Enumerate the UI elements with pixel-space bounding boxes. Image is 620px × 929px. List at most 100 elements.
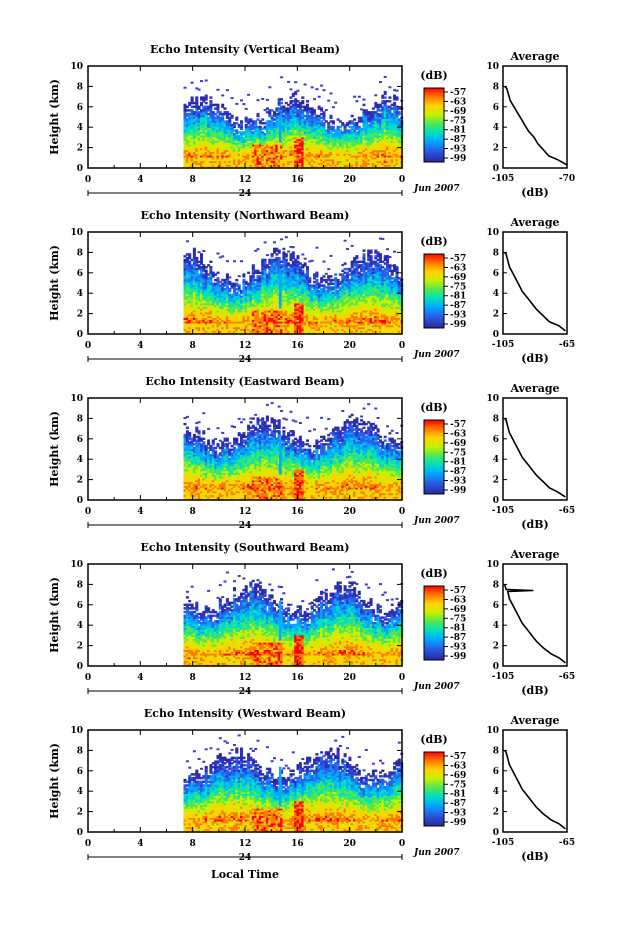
y-tick-label: 0	[77, 828, 83, 838]
profile-frame	[502, 231, 568, 335]
y-axis-label: Height (km)	[48, 411, 61, 487]
colorbar	[423, 751, 445, 827]
profile-y-tick-label: 2	[493, 642, 499, 652]
profile-line	[503, 749, 566, 830]
x-tick-label: 4	[137, 673, 143, 683]
colorbar-tick-label: -81	[450, 126, 466, 136]
colorbar-tick-label: -63	[450, 595, 466, 605]
x-tick-label: 4	[137, 507, 143, 517]
y-tick-label: 0	[77, 496, 83, 506]
x-tick-label: 0	[85, 341, 91, 351]
colorbar-tick-label: -87	[450, 467, 466, 477]
streak	[279, 114, 282, 143]
y-tick-label: 0	[77, 330, 83, 340]
x-tick-label: 4	[137, 175, 143, 185]
y-axis-label: Height (km)	[48, 577, 61, 653]
panel-3: Echo Intensity (Eastward Beam)0246810Hei…	[48, 375, 575, 531]
profile-y-tick-label: 6	[493, 767, 499, 777]
panel-2: Echo Intensity (Northward Beam)0246810He…	[48, 209, 575, 365]
colorbar-tick-label: -63	[450, 97, 466, 107]
colorbar-unit: (dB)	[420, 567, 447, 580]
y-tick-label: 4	[77, 787, 83, 797]
y-tick-label: 8	[77, 82, 83, 92]
heatmap-cells	[183, 402, 404, 501]
panel-title: Echo Intensity (Westward Beam)	[144, 707, 346, 720]
profile-y-tick-label: 0	[493, 662, 499, 672]
x-tick-label: 20	[343, 341, 356, 351]
y-tick-label: 6	[77, 103, 83, 113]
x-tick-label: 0	[85, 839, 91, 849]
profile-y-tick-label: 6	[493, 269, 499, 279]
colorbar-tick-label: -69	[450, 107, 466, 117]
x-tick-label: 12	[239, 507, 252, 517]
panel-title: Echo Intensity (Northward Beam)	[141, 209, 350, 222]
x-tick-label: 16	[291, 839, 304, 849]
panel-title: Echo Intensity (Eastward Beam)	[145, 375, 344, 388]
x-tick-label: 4	[137, 839, 143, 849]
date-day-label: 24	[239, 189, 252, 199]
x-tick-label: 0	[85, 175, 91, 185]
y-tick-label: 2	[77, 144, 83, 154]
colorbar-tick-label: -75	[450, 614, 466, 624]
x-tick-label: 12	[239, 673, 252, 683]
profile-y-tick-label: 2	[493, 808, 499, 818]
x-tick-label: 16	[291, 175, 304, 185]
panel-title: Echo Intensity (Vertical Beam)	[150, 43, 340, 56]
y-axis-label: Height (km)	[48, 245, 61, 321]
colorbar-tick-label: -75	[450, 282, 466, 292]
y-tick-label: 4	[77, 455, 83, 465]
colorbar-tick-label: -81	[450, 292, 466, 302]
heatmap-cells	[183, 734, 404, 833]
colorbar-tick-label: -81	[450, 790, 466, 800]
x-tick-label: 12	[239, 839, 252, 849]
x-tick-label: 0	[85, 507, 91, 517]
profile-title: Average	[509, 50, 559, 63]
heatmap-cells	[183, 75, 404, 169]
y-tick-label: 2	[77, 808, 83, 818]
x-tick-label: 0	[85, 673, 91, 683]
y-tick-label: 4	[77, 621, 83, 631]
colorbar-tick-label: -63	[450, 761, 466, 771]
y-tick-label: 2	[77, 310, 83, 320]
profile-frame	[502, 563, 568, 667]
profile-x-label: (dB)	[521, 518, 548, 531]
colorbar-tick-label: -87	[450, 799, 466, 809]
date-month-label: Jun 2007	[412, 184, 460, 194]
y-tick-label: 10	[70, 394, 83, 404]
x-tick-label: 16	[291, 507, 304, 517]
y-tick-label: 8	[77, 580, 83, 590]
profile-x-tick-label: -105	[492, 506, 515, 516]
profile-x-label: (dB)	[521, 850, 548, 863]
colorbar-tick-label: -75	[450, 780, 466, 790]
x-tick-label: 16	[291, 341, 304, 351]
profile-y-tick-label: 10	[486, 560, 499, 570]
profile-x-tick-label: -65	[559, 506, 575, 516]
x-tick-label: 12	[239, 341, 252, 351]
x-tick-label: 4	[137, 341, 143, 351]
x-tick-label: 20	[343, 507, 356, 517]
panel-1: Echo Intensity (Vertical Beam)0246810Hei…	[48, 43, 575, 199]
colorbar-tick-label: -57	[450, 586, 466, 596]
x-tick-label: 20	[343, 175, 356, 185]
y-tick-label: 4	[77, 289, 83, 299]
y-tick-label: 2	[77, 476, 83, 486]
colorbar-tick-label: -99	[450, 818, 466, 828]
streak	[279, 434, 282, 475]
date-day-label: 24	[239, 687, 252, 697]
x-tick-label: 8	[190, 839, 196, 849]
profile-x-label: (dB)	[521, 684, 548, 697]
panel-5: Echo Intensity (Westward Beam)0246810Hei…	[48, 707, 575, 863]
date-month-label: Jun 2007	[412, 682, 460, 692]
colorbar-tick-label: -81	[450, 624, 466, 634]
date-month-label: Jun 2007	[412, 848, 460, 858]
y-tick-label: 2	[77, 642, 83, 652]
colorbar-tick-label: -99	[450, 320, 466, 330]
profile-y-tick-label: 10	[486, 394, 499, 404]
profile-y-tick-label: 8	[493, 414, 499, 424]
streak	[279, 268, 282, 309]
colorbar	[423, 87, 445, 163]
colorbar-tick-label: -99	[450, 154, 466, 164]
profile-y-tick-label: 2	[493, 310, 499, 320]
profile-x-tick-label: -65	[559, 838, 575, 848]
